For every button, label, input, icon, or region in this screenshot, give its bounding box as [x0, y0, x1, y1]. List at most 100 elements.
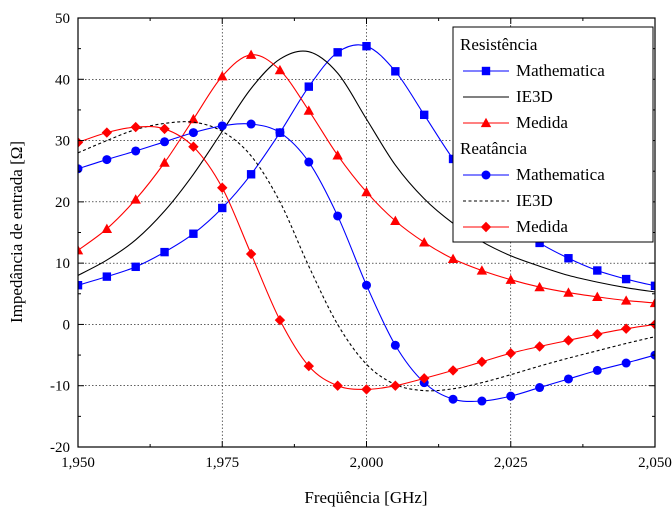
resistencia-mathematica-point — [78, 281, 83, 290]
legend-reatancia-ie3d-label: IE3D — [516, 191, 553, 210]
resistencia-medida-point — [274, 64, 286, 75]
legend-reatancia-mathematica-marker — [481, 170, 491, 180]
resistencia-medida-point — [390, 215, 401, 226]
reatancia-ie3d-line — [78, 121, 655, 392]
resistencia-medida-point — [101, 223, 113, 233]
reatancia-mathematica-point — [217, 121, 227, 131]
axis-ticks: -20 -10 0 10 20 30 40 50 1,950 1,975 2,000 2,025 2,0… — [50, 11, 672, 471]
reatancia-medida-point — [245, 248, 257, 260]
resistencia-medida-point — [217, 71, 228, 81]
reatancia-medida-point — [563, 335, 574, 346]
resistencia-medida-point — [419, 237, 430, 247]
x-tick-label: 1,950 — [61, 455, 95, 471]
reatancia-mathematica-point — [160, 137, 170, 147]
resistencia-medida-point — [620, 295, 632, 305]
reatancia-medida-point — [361, 384, 372, 395]
resistencia-medida-point — [447, 253, 459, 264]
resistencia-mathematica-point — [650, 281, 655, 291]
reatancia-mathematica-point — [275, 128, 285, 138]
reatancia-mathematica-point — [390, 340, 400, 350]
resistencia-medida-point — [332, 150, 343, 160]
resistencia-mathematica-point — [304, 82, 313, 91]
resistencia-ie3d-line — [78, 50, 655, 293]
y-tick-label: 40 — [55, 72, 70, 88]
y-tick-label: 50 — [55, 11, 70, 27]
resistencia-mathematica-point — [189, 229, 198, 238]
reatancia-medida-point — [101, 127, 113, 138]
reatancia-mathematica-point — [563, 374, 573, 384]
legend-group-title: Resistência — [460, 35, 538, 54]
resistencia-medida-point — [159, 157, 170, 167]
legend-resistencia-medida-label: Medida — [516, 113, 568, 132]
reatancia-medida-point — [78, 137, 84, 148]
reatancia-mathematica-point — [621, 358, 631, 368]
y-tick-label: -20 — [50, 440, 70, 456]
resistencia-mathematica-point — [333, 48, 342, 57]
reatancia-medida-point — [505, 348, 516, 359]
x-tick-label: 1,975 — [205, 455, 239, 471]
reatancia-mathematica-point — [246, 119, 256, 129]
reatancia-medida-point — [217, 182, 228, 193]
legend-reatancia-mathematica-label: Mathematica — [516, 165, 605, 184]
resistencia-mathematica-point — [218, 203, 227, 213]
legend-reatancia-medida-marker — [480, 221, 492, 233]
reatancia-mathematica-point — [592, 365, 602, 375]
resistencia-medida-point — [505, 274, 516, 284]
legend-resistencia-mathematica-marker — [481, 66, 491, 76]
legend: Resistência Mathematica IE3D Medida Reatânci… — [452, 26, 654, 243]
resistencia-mathematica-point — [246, 170, 256, 179]
resistencia-medida-point — [361, 186, 372, 197]
resistencia-medida-point — [245, 49, 257, 59]
resistencia-medida-point — [78, 245, 84, 255]
y-tick-label: 30 — [55, 134, 70, 150]
resistencia-medida-point — [130, 194, 141, 204]
resistencia-mathematica-point — [131, 262, 140, 272]
legend-resistencia-ie3d-label: IE3D — [516, 87, 553, 106]
resistencia-mathematica-point — [564, 254, 573, 263]
reatancia-medida-point — [159, 123, 170, 135]
reatancia-mathematica-point — [535, 383, 545, 393]
x-tick-label: 2,000 — [350, 455, 384, 471]
reatancia-medida-point — [620, 323, 632, 334]
resistencia-mathematica-point — [362, 41, 371, 51]
resistencia-mathematica-point — [160, 247, 169, 257]
reatancia-medida-point — [303, 360, 314, 372]
reatancia-medida-point — [130, 121, 141, 133]
reatancia-medida-point — [447, 365, 459, 376]
resistencia-mathematica-point — [391, 67, 400, 76]
reatancia-mathematica-point — [506, 391, 516, 401]
reatancia-medida-point — [476, 356, 488, 368]
resistencia-medida-point — [188, 113, 199, 124]
reatancia-mathematica-point — [477, 396, 487, 406]
resistencia-mathematica-point — [535, 238, 544, 248]
y-tick-label: -10 — [50, 379, 70, 395]
x-axis-title: Freqüência [GHz] — [304, 488, 427, 507]
legend-reatancia-medida-label: Medida — [516, 217, 568, 236]
y-axis-title: Impedância de entrada [Ω] — [7, 141, 26, 323]
resistencia-mathematica-point — [621, 274, 631, 284]
reatancia-medida-point — [592, 329, 603, 340]
resistencia-mathematica-point — [420, 110, 429, 120]
reatancia-medida-point — [419, 373, 430, 384]
reatancia-mathematica-point — [333, 211, 343, 221]
y-tick-label: 10 — [55, 256, 70, 272]
resistencia-medida-point — [592, 291, 603, 302]
y-tick-label: 0 — [63, 317, 71, 333]
reatancia-mathematica-point — [362, 280, 371, 290]
reatancia-mathematica-point — [188, 128, 198, 138]
resistencia-mathematica-point — [102, 272, 112, 281]
resistencia-medida-point — [649, 297, 655, 308]
x-tick-label: 2,050 — [638, 455, 672, 471]
legend-resistencia-medida-marker — [480, 117, 492, 128]
reatancia-medida-point — [188, 141, 199, 152]
legend-group-title: Reatância — [460, 139, 527, 158]
resistencia-mathematica-point — [593, 266, 602, 275]
reatancia-medida-point — [390, 380, 401, 391]
reatancia-mathematica-point — [131, 146, 141, 156]
reatancia-medida-point — [274, 314, 286, 326]
y-tick-label: 20 — [55, 195, 70, 211]
resistencia-medida-point — [303, 105, 314, 115]
resistencia-medida-point — [476, 265, 488, 275]
reatancia-mathematica-point — [102, 155, 112, 165]
reatancia-medida-point — [534, 341, 545, 352]
